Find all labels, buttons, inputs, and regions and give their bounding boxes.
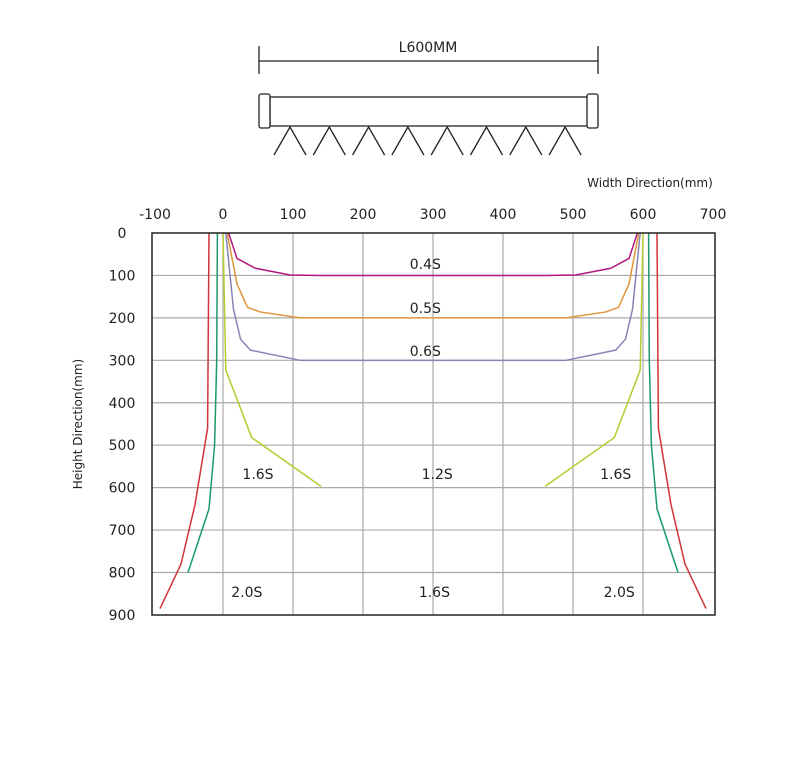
curve-1-2s-1-6s-right (544, 232, 644, 487)
nozzle-spray-cones (273, 125, 582, 156)
plot-frame (151, 232, 716, 616)
time-annotations: 0.4S 0.5S 0.6S 1.6S 1.2S 1.6S 2.0S 1.6S 2.0S (231, 257, 635, 601)
spray-cone (391, 125, 425, 156)
time-label: 1.6S (242, 467, 273, 483)
curve-0-5s (226, 232, 640, 319)
pipe-end-cap-left (258, 93, 271, 129)
x-tick-label: 200 (350, 207, 377, 223)
spray-cone (352, 125, 386, 156)
y-tick-label: 900 (109, 608, 136, 624)
y-tick-label: 200 (109, 311, 136, 327)
y-tick-label: 600 (109, 481, 136, 497)
time-label: 2.0S (231, 585, 262, 601)
y-tick-label: 100 (109, 268, 136, 284)
y-tick-label: 300 (109, 353, 136, 369)
y-tick-labels: 0 100 200 300 400 500 600 700 800 900 (109, 226, 136, 624)
y-tick-label: 800 (109, 566, 136, 582)
chart: Width Direction(mm) Height Direction(mm)… (71, 176, 726, 624)
y-tick-label: 400 (109, 396, 136, 412)
x-tick-label: 700 (700, 207, 727, 223)
time-label: 0.5S (410, 301, 441, 317)
curve-2-0s-red-left (159, 232, 210, 609)
pipe-end-cap-right (586, 93, 599, 129)
y-tick-label: 500 (109, 438, 136, 454)
y-tick-label: 700 (109, 523, 136, 539)
curve-0-4s (227, 232, 639, 277)
x-tick-label: 0 (219, 207, 228, 223)
spray-cone (312, 125, 346, 156)
time-label: 1.6S (600, 467, 631, 483)
x-axis-title: Width Direction(mm) (587, 176, 713, 190)
spray-cone (548, 125, 582, 156)
spray-cone (509, 125, 543, 156)
curve-0-6s (225, 232, 641, 362)
curve-1-2s-1-6s-left (222, 232, 322, 487)
curve-1-6s-2-0s-green-right (647, 232, 679, 573)
time-label: 2.0S (604, 585, 635, 601)
x-tick-label: 100 (280, 207, 307, 223)
x-tick-label: 400 (490, 207, 517, 223)
x-tick-labels: -100 0 100 200 300 400 500 600 700 (139, 207, 726, 223)
curve-2-0s-red-right (656, 232, 707, 609)
time-label: 1.2S (422, 467, 453, 483)
grid (152, 233, 715, 615)
nozzle-bar-illustration: L600MM (258, 40, 599, 156)
spray-cone (469, 125, 504, 156)
x-tick-label: 600 (630, 207, 657, 223)
spray-cone (273, 125, 307, 156)
y-tick-label: 0 (118, 226, 127, 242)
time-label: 1.6S (419, 585, 450, 601)
y-axis-title: Height Direction(mm) (71, 359, 85, 489)
spray-cone (430, 125, 464, 156)
nozzle-pipe (269, 96, 589, 127)
time-label: 0.4S (410, 257, 441, 273)
length-label: L600MM (399, 40, 458, 56)
x-tick-label: 500 (560, 207, 587, 223)
x-tick-label: -100 (139, 207, 171, 223)
time-label: 0.6S (410, 344, 441, 360)
curve-1-6s-2-0s-green-left (187, 232, 219, 573)
x-tick-label: 300 (420, 207, 447, 223)
spray-curves (159, 232, 707, 609)
